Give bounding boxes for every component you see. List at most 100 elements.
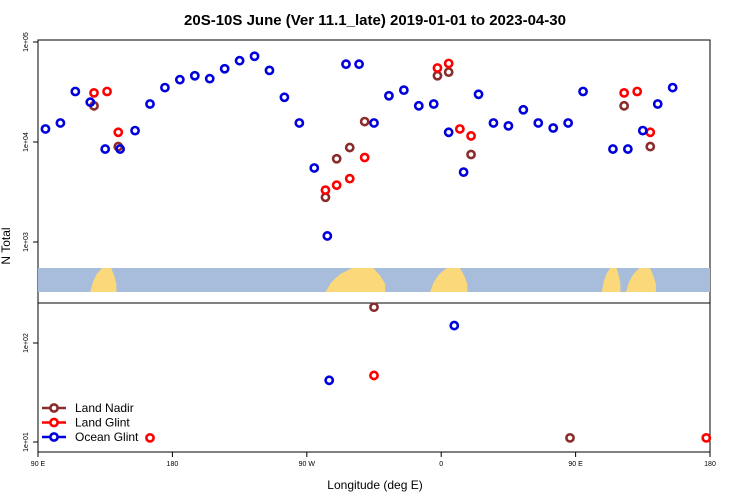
land-glint-point xyxy=(645,127,656,138)
land-glint-point xyxy=(102,86,112,97)
y-tick-label: 1e+01 xyxy=(23,432,30,452)
y-tick-label: 1e+03 xyxy=(23,232,30,252)
land-nadir-point xyxy=(443,67,454,78)
land-nadir-point xyxy=(645,141,656,152)
land-nadir-point xyxy=(619,100,630,111)
land-glint-point xyxy=(432,63,443,73)
ocean-glint-point xyxy=(264,65,275,76)
land-glint-point xyxy=(369,370,379,381)
land-glint-point xyxy=(344,173,355,184)
land-nadir-point xyxy=(359,116,370,127)
legend-marker xyxy=(49,403,59,413)
x-tick-label: 90 W xyxy=(299,461,316,468)
ocean-glint-point xyxy=(100,144,111,154)
land-glint-point xyxy=(145,433,155,443)
ocean-glint-point xyxy=(428,99,439,109)
land-australia-east xyxy=(626,268,656,292)
land-glint-point xyxy=(454,124,465,134)
ocean-glint-point xyxy=(413,100,424,111)
ocean-glint-point xyxy=(518,104,529,115)
land-glint-point xyxy=(632,86,643,97)
ocean-glint-point xyxy=(578,86,588,97)
land-glint-point xyxy=(331,180,342,191)
land-glint-point xyxy=(89,87,99,98)
ocean-glint-point xyxy=(652,99,663,109)
land-south-america xyxy=(325,268,386,292)
ocean-glint-point xyxy=(322,231,333,241)
legend-label: Land Nadir xyxy=(75,401,134,415)
ocean-glint-point xyxy=(279,92,290,103)
ocean-glint-point xyxy=(548,123,559,133)
ocean-glint-point xyxy=(622,144,633,154)
ocean-glint-point xyxy=(354,59,364,70)
x-tick-label: 90 E xyxy=(568,461,583,468)
ocean-glint-point xyxy=(637,125,648,136)
x-tick-label: 90 E xyxy=(31,461,46,468)
ocean-glint-point xyxy=(398,85,409,96)
land-glint-point xyxy=(443,58,454,69)
y-axis: 1e+01 1e+02 1e+03 1e+04 1e+05 xyxy=(23,32,38,452)
ocean-glint-point xyxy=(234,55,245,66)
land-australia xyxy=(430,268,468,292)
land-africa-east xyxy=(601,268,621,292)
x-axis: 90 E 180 90 W 0 90 E 180 xyxy=(31,452,716,468)
ocean-glint-point xyxy=(473,89,484,100)
ocean-glint-point xyxy=(174,74,185,85)
ocean-glint-point xyxy=(458,167,469,178)
ocean-glint-point xyxy=(443,127,454,138)
legend-label: Land Glint xyxy=(75,416,130,430)
ocean-glint-point xyxy=(145,99,155,109)
ocean-glint-point xyxy=(667,82,678,93)
y-axis-label: N Total xyxy=(0,227,13,264)
x-tick-label: 180 xyxy=(167,461,179,468)
land-glint-point xyxy=(619,87,630,98)
ocean-glint-point xyxy=(309,163,320,173)
ocean-glint-point xyxy=(294,118,305,128)
land-nadir-point xyxy=(466,149,476,160)
land-nadir-point xyxy=(369,302,379,313)
y-tick-label: 1e+02 xyxy=(23,333,30,353)
land-glint-point xyxy=(113,127,124,138)
land-glint-point xyxy=(701,433,712,443)
ocean-glint-point xyxy=(563,118,574,128)
y-tick-label: 1e+05 xyxy=(23,32,30,52)
land-glint-point xyxy=(320,185,331,196)
legend-label: Ocean Glint xyxy=(75,430,139,444)
ocean-glint-point xyxy=(449,320,460,331)
land-nadir-point xyxy=(432,70,443,81)
plot-frame xyxy=(37,39,711,453)
x-tick-label: 180 xyxy=(704,461,716,468)
ocean-glint-point xyxy=(130,125,140,136)
land-nadir-point xyxy=(344,142,355,153)
ocean-glint-point xyxy=(40,124,51,134)
ocean-glint-point xyxy=(249,51,260,62)
ocean-glint-point xyxy=(503,120,514,131)
land-africa xyxy=(90,268,117,292)
ocean-glint-point xyxy=(369,118,379,128)
x-axis-label: Longitude (deg E) xyxy=(327,478,422,492)
y-tick-label: 1e+04 xyxy=(23,132,30,152)
ocean-glint-point xyxy=(324,375,335,386)
ocean-glint-point xyxy=(204,73,215,84)
ocean-glint-point xyxy=(85,97,96,108)
land-nadir-point xyxy=(331,153,342,164)
ocean-glint-point xyxy=(488,118,499,128)
ocean-glint-point xyxy=(219,63,230,74)
ocean-glint-point xyxy=(189,70,200,81)
x-tick-label: 0 xyxy=(439,461,443,468)
data-points xyxy=(40,51,712,443)
ocean-glint-point xyxy=(341,59,351,70)
ocean-glint-point xyxy=(608,144,618,154)
geography-strip xyxy=(38,268,710,292)
ocean-glint-point xyxy=(533,118,544,128)
ocean-glint-point xyxy=(115,144,126,154)
legend-marker xyxy=(49,432,59,442)
land-glint-point xyxy=(466,131,476,141)
ocean-glint-point xyxy=(384,90,394,101)
land-glint-point xyxy=(359,152,370,163)
ocean-glint-point xyxy=(70,86,81,97)
legend-marker xyxy=(49,417,59,428)
ocean-glint-point xyxy=(55,118,66,128)
